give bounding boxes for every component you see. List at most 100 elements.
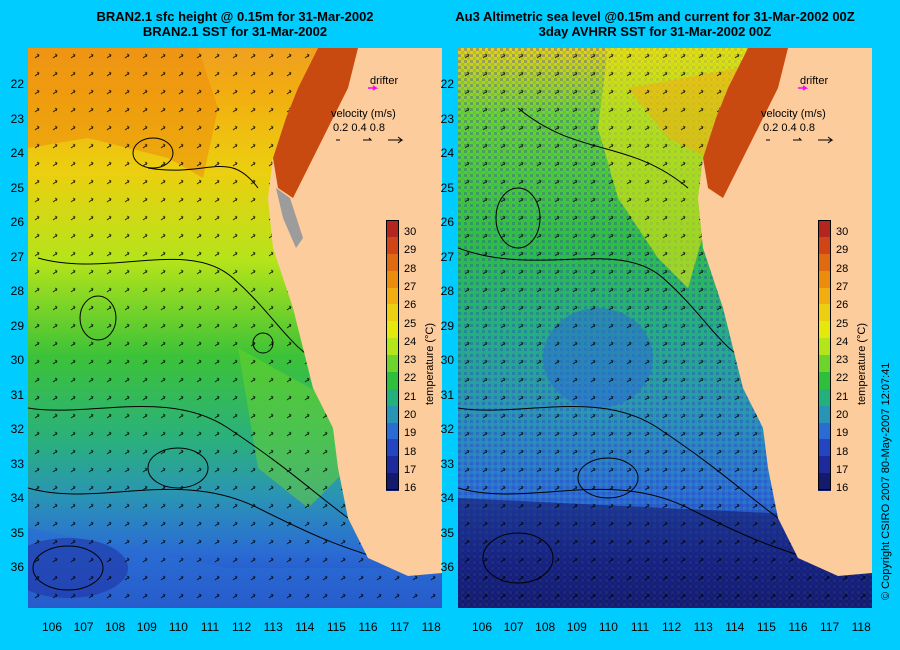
longitude-tick-label: 107 bbox=[503, 620, 524, 634]
longitude-tick-label: 106 bbox=[471, 620, 493, 634]
latitude-tick-label: 36 bbox=[10, 560, 24, 574]
altimetric-contours bbox=[458, 107, 839, 584]
latitude-tick-label: 32 bbox=[10, 422, 24, 436]
longitude-tick-label: 117 bbox=[390, 620, 410, 634]
latitude-tick-label: 35 bbox=[10, 525, 24, 540]
colorbar-segment bbox=[818, 355, 831, 373]
latitude-tick-label: 25 bbox=[10, 180, 24, 195]
colorbar-segment bbox=[818, 304, 831, 322]
colorbar-segment bbox=[386, 422, 399, 440]
colorbar-segment bbox=[386, 236, 399, 255]
colorbar-segment bbox=[818, 236, 831, 255]
colorbar-tick-label: 29 bbox=[836, 244, 849, 257]
longitude-tick-label: 115 bbox=[326, 620, 346, 634]
longitude-tick-label: 114 bbox=[295, 620, 315, 634]
colorbar-tick-label: 16 bbox=[836, 482, 849, 495]
right-panel-title: Au3 Altimetric sea level @0.15m and curr… bbox=[420, 9, 890, 39]
longitude-tick-label: 116 bbox=[358, 620, 378, 634]
model-sst-map-svg: drifter velocity (m/s) 0.2 0.4 0.8 bbox=[28, 48, 442, 608]
longitude-tick-label: 117 bbox=[820, 620, 840, 634]
colorbar-segment bbox=[818, 439, 831, 457]
velocity-scale-labels: 0.2 0.4 0.8 bbox=[763, 122, 815, 134]
avhrr-sst-map: drifter velocity (m/s) 0.2 0.4 0.8 bbox=[458, 48, 872, 608]
colorbar-segment bbox=[818, 270, 831, 288]
velocity-legend-title: velocity (m/s) bbox=[331, 108, 396, 120]
longitude-tick-label: 110 bbox=[168, 620, 188, 634]
longitude-tick-label: 118 bbox=[421, 620, 441, 634]
colorbar-segment bbox=[386, 304, 399, 322]
latitude-tick-label: 29 bbox=[440, 318, 454, 333]
velocity-scale-arrows bbox=[336, 136, 404, 144]
latitude-tick-label: 27 bbox=[440, 249, 454, 264]
left-title-line2: BRAN2.1 SST for 31-Mar-2002 bbox=[142, 24, 328, 39]
latitude-tick-label: 33 bbox=[440, 456, 454, 471]
latitude-tick-label: 28 bbox=[440, 284, 454, 298]
colorbar-segment bbox=[386, 371, 399, 390]
drifter-icon bbox=[368, 85, 379, 91]
colorbar-tick-label: 21 bbox=[836, 390, 849, 403]
longitude-tick-label: 109 bbox=[566, 620, 587, 634]
colorbar-tick-label: 28 bbox=[836, 262, 849, 275]
colorbar-tick-label: 22 bbox=[404, 372, 417, 385]
land-topography bbox=[703, 48, 788, 198]
colorbar-tick-label: 26 bbox=[836, 299, 849, 312]
latitude-tick-label: 34 bbox=[440, 491, 454, 505]
colorbar-segment bbox=[818, 473, 831, 491]
colorbar-tick-label: 19 bbox=[836, 427, 849, 440]
latitude-tick-label: 23 bbox=[10, 111, 24, 126]
velocity-scale-arrows bbox=[766, 136, 834, 144]
drifter-legend-label: drifter bbox=[800, 75, 828, 87]
left-title-line1: BRAN2.1 sfc height @ 0.15m for 31-Mar-20… bbox=[96, 9, 374, 24]
colorbar-tick-label: 20 bbox=[836, 409, 849, 421]
avhrr-sst-map-svg: drifter velocity (m/s) 0.2 0.4 0.8 bbox=[458, 48, 872, 608]
right-title-line1: Au3 Altimetric sea level @0.15m and curr… bbox=[455, 9, 855, 24]
colorbar-segment bbox=[386, 338, 399, 356]
colorbar-segment bbox=[818, 220, 831, 238]
longitude-tick-label: 108 bbox=[535, 620, 556, 634]
colorbar-tick-label: 23 bbox=[404, 354, 417, 367]
longitude-tick-label: 106 bbox=[41, 620, 63, 634]
colorbar-tick-label: 23 bbox=[836, 354, 849, 367]
latitude-tick-label: 23 bbox=[440, 111, 454, 126]
latitude-tick-label: 26 bbox=[10, 215, 24, 229]
colorbar-segment bbox=[386, 355, 399, 373]
longitude-tick-label: 107 bbox=[73, 620, 94, 634]
longitude-tick-label: 116 bbox=[788, 620, 808, 634]
colorbar-segment bbox=[818, 388, 831, 407]
longitude-tick-label: 109 bbox=[136, 620, 157, 634]
colorbar-segment bbox=[818, 456, 831, 474]
land-topography bbox=[273, 48, 358, 198]
longitude-tick-label: 110 bbox=[598, 620, 618, 634]
latitude-tick-label: 33 bbox=[10, 456, 24, 471]
colorbar-tick-label: 30 bbox=[836, 226, 849, 238]
colorbar-frame bbox=[818, 220, 831, 490]
colorbar-tick-label: 17 bbox=[836, 463, 849, 476]
colorbar-segment bbox=[386, 253, 399, 272]
latitude-tick-label: 30 bbox=[440, 353, 454, 367]
colorbar-tick-label: 25 bbox=[836, 317, 849, 330]
longitude-tick-label: 113 bbox=[263, 620, 283, 634]
colorbar-tick-label: 18 bbox=[404, 445, 417, 458]
latitude-tick-label: 26 bbox=[440, 215, 454, 229]
model-sst-map: drifter velocity (m/s) 0.2 0.4 0.8 bbox=[28, 48, 442, 608]
colorbar-segment bbox=[818, 405, 831, 423]
colorbar-segment bbox=[818, 338, 831, 356]
colorbar-tick-label: 19 bbox=[404, 427, 417, 440]
latitude-tick-label: 25 bbox=[440, 180, 454, 195]
copyright-notice: © Copyright CSIRO 2007 80-May-2007 12:07… bbox=[880, 362, 892, 600]
latitude-tick-label: 27 bbox=[10, 249, 24, 264]
colorbar-tick-label: 21 bbox=[404, 390, 417, 403]
colorbar-segment bbox=[818, 321, 831, 339]
velocity-scale-labels: 0.2 0.4 0.8 bbox=[333, 122, 385, 134]
latitude-tick-label: 31 bbox=[10, 387, 24, 402]
colorbar-segment bbox=[386, 388, 399, 407]
colorbar-segment bbox=[386, 405, 399, 423]
colorbar-tick-label: 25 bbox=[404, 317, 417, 330]
colorbar-tick-label: 29 bbox=[404, 244, 417, 257]
latitude-tick-label: 28 bbox=[10, 284, 24, 298]
colorbar-tick-label: 16 bbox=[404, 482, 417, 495]
latitude-tick-label: 24 bbox=[440, 146, 454, 160]
longitude-tick-label: 111 bbox=[200, 620, 220, 634]
colorbar-segment bbox=[818, 253, 831, 272]
latitude-tick-label: 32 bbox=[440, 422, 454, 436]
